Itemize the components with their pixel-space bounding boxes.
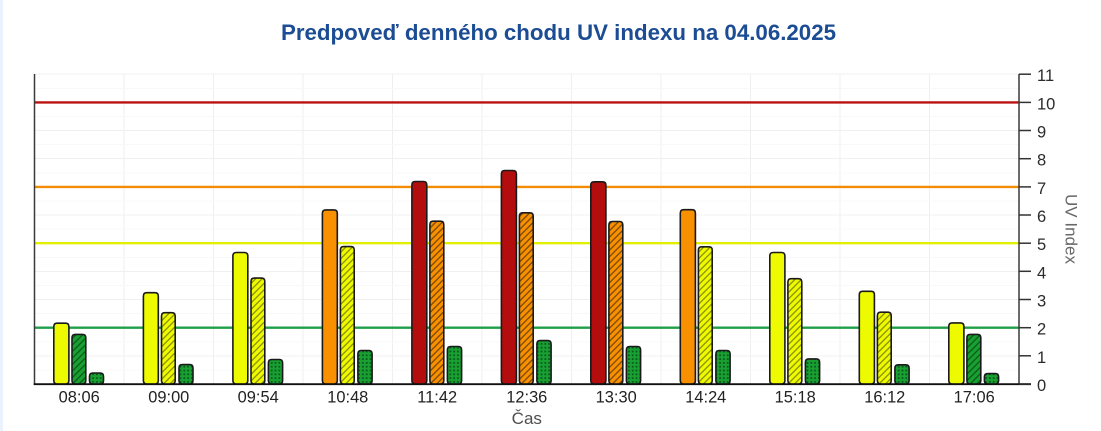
- svg-text:09:54: 09:54: [238, 389, 279, 407]
- svg-text:13:30: 13:30: [596, 389, 637, 407]
- svg-text:7: 7: [1037, 180, 1046, 198]
- svg-text:9: 9: [1037, 124, 1046, 142]
- svg-text:10:48: 10:48: [327, 389, 368, 407]
- svg-text:Predpoveď denného chodu UV ind: Predpoveď denného chodu UV indexu na 04.…: [281, 20, 836, 45]
- svg-text:10: 10: [1037, 95, 1055, 113]
- svg-text:0: 0: [1037, 377, 1046, 395]
- svg-text:12:36: 12:36: [506, 389, 547, 407]
- svg-text:8: 8: [1037, 152, 1046, 170]
- svg-text:2: 2: [1037, 321, 1046, 339]
- svg-text:3: 3: [1037, 293, 1046, 311]
- svg-text:14:24: 14:24: [685, 389, 726, 407]
- svg-text:08:06: 08:06: [59, 389, 100, 407]
- svg-text:16:12: 16:12: [864, 389, 905, 407]
- svg-text:15:18: 15:18: [775, 389, 816, 407]
- svg-text:UV Index: UV Index: [1062, 194, 1081, 264]
- svg-text:5: 5: [1037, 236, 1046, 254]
- svg-text:11:42: 11:42: [417, 389, 457, 407]
- svg-text:17:06: 17:06: [954, 389, 995, 407]
- svg-text:11: 11: [1037, 67, 1054, 85]
- svg-text:Čas: Čas: [512, 409, 542, 428]
- svg-text:6: 6: [1037, 208, 1046, 226]
- svg-text:1: 1: [1037, 349, 1046, 367]
- svg-text:4: 4: [1037, 264, 1046, 282]
- svg-text:09:00: 09:00: [148, 389, 189, 407]
